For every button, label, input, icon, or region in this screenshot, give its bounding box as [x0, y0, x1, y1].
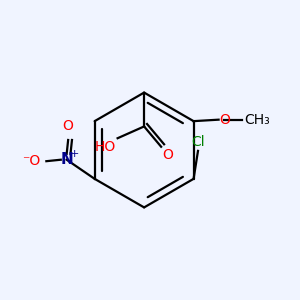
Text: CH₃: CH₃	[244, 113, 270, 127]
Text: Cl: Cl	[191, 134, 205, 148]
Text: N: N	[60, 152, 73, 167]
Text: O: O	[220, 113, 230, 127]
Text: O: O	[63, 119, 74, 133]
Text: ⁻O: ⁻O	[22, 154, 41, 168]
Text: HO: HO	[95, 140, 116, 154]
Text: O: O	[163, 148, 173, 162]
Text: +: +	[69, 149, 79, 159]
